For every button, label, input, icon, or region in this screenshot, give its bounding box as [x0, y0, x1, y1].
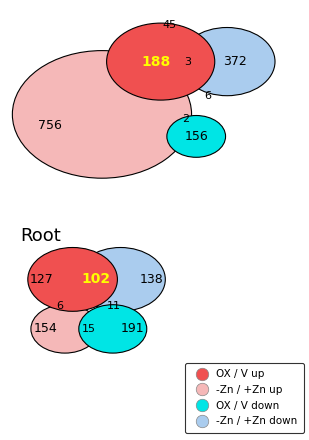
Text: 15: 15: [82, 324, 96, 334]
Circle shape: [76, 247, 165, 312]
Text: 6: 6: [204, 91, 211, 101]
Circle shape: [107, 23, 215, 100]
Circle shape: [28, 247, 117, 312]
Text: Root: Root: [20, 227, 61, 245]
Text: 102: 102: [82, 272, 111, 286]
Text: 127: 127: [30, 273, 53, 286]
Legend: OX / V up, -Zn / +Zn up, OX / V down, -Zn / +Zn down: OX / V up, -Zn / +Zn up, OX / V down, -Z…: [185, 363, 304, 433]
Circle shape: [12, 51, 192, 178]
Circle shape: [167, 116, 226, 157]
Circle shape: [179, 27, 275, 96]
Text: 2: 2: [182, 114, 189, 124]
Text: 6: 6: [56, 301, 63, 311]
Text: 756: 756: [37, 119, 61, 132]
Text: 154: 154: [34, 323, 57, 335]
Circle shape: [31, 304, 99, 353]
Text: 45: 45: [162, 20, 176, 30]
Text: 138: 138: [140, 273, 163, 286]
Text: 188: 188: [142, 55, 171, 69]
Text: 11: 11: [106, 301, 121, 311]
Text: 3: 3: [184, 57, 191, 66]
Text: 372: 372: [223, 55, 247, 68]
Circle shape: [79, 304, 147, 353]
Text: 191: 191: [121, 323, 145, 335]
Text: 156: 156: [184, 130, 208, 143]
